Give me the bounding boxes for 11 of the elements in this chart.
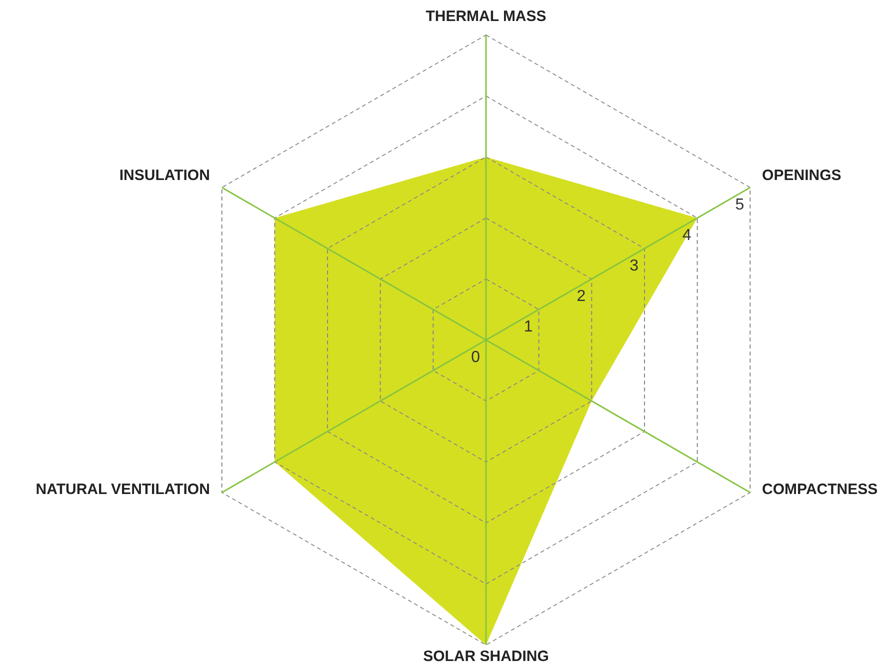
y-tick-label: 2 bbox=[576, 288, 586, 305]
spoke-label: INSULATION bbox=[119, 166, 210, 184]
spoke-label: OPENINGS bbox=[762, 166, 842, 184]
spoke-label: SOLAR SHADING bbox=[423, 648, 549, 662]
y-tick-label: 0 bbox=[471, 349, 480, 366]
y-tick-label: 3 bbox=[630, 258, 639, 274]
spoke-label: COMPACTNESS bbox=[762, 481, 878, 498]
y-tick-label: 1 bbox=[524, 318, 533, 336]
spoke-label: NATURAL VENTILATION bbox=[36, 481, 210, 498]
y-tick-label: 5 bbox=[735, 196, 744, 214]
spoke-label: THERMAL MASS bbox=[426, 8, 546, 25]
